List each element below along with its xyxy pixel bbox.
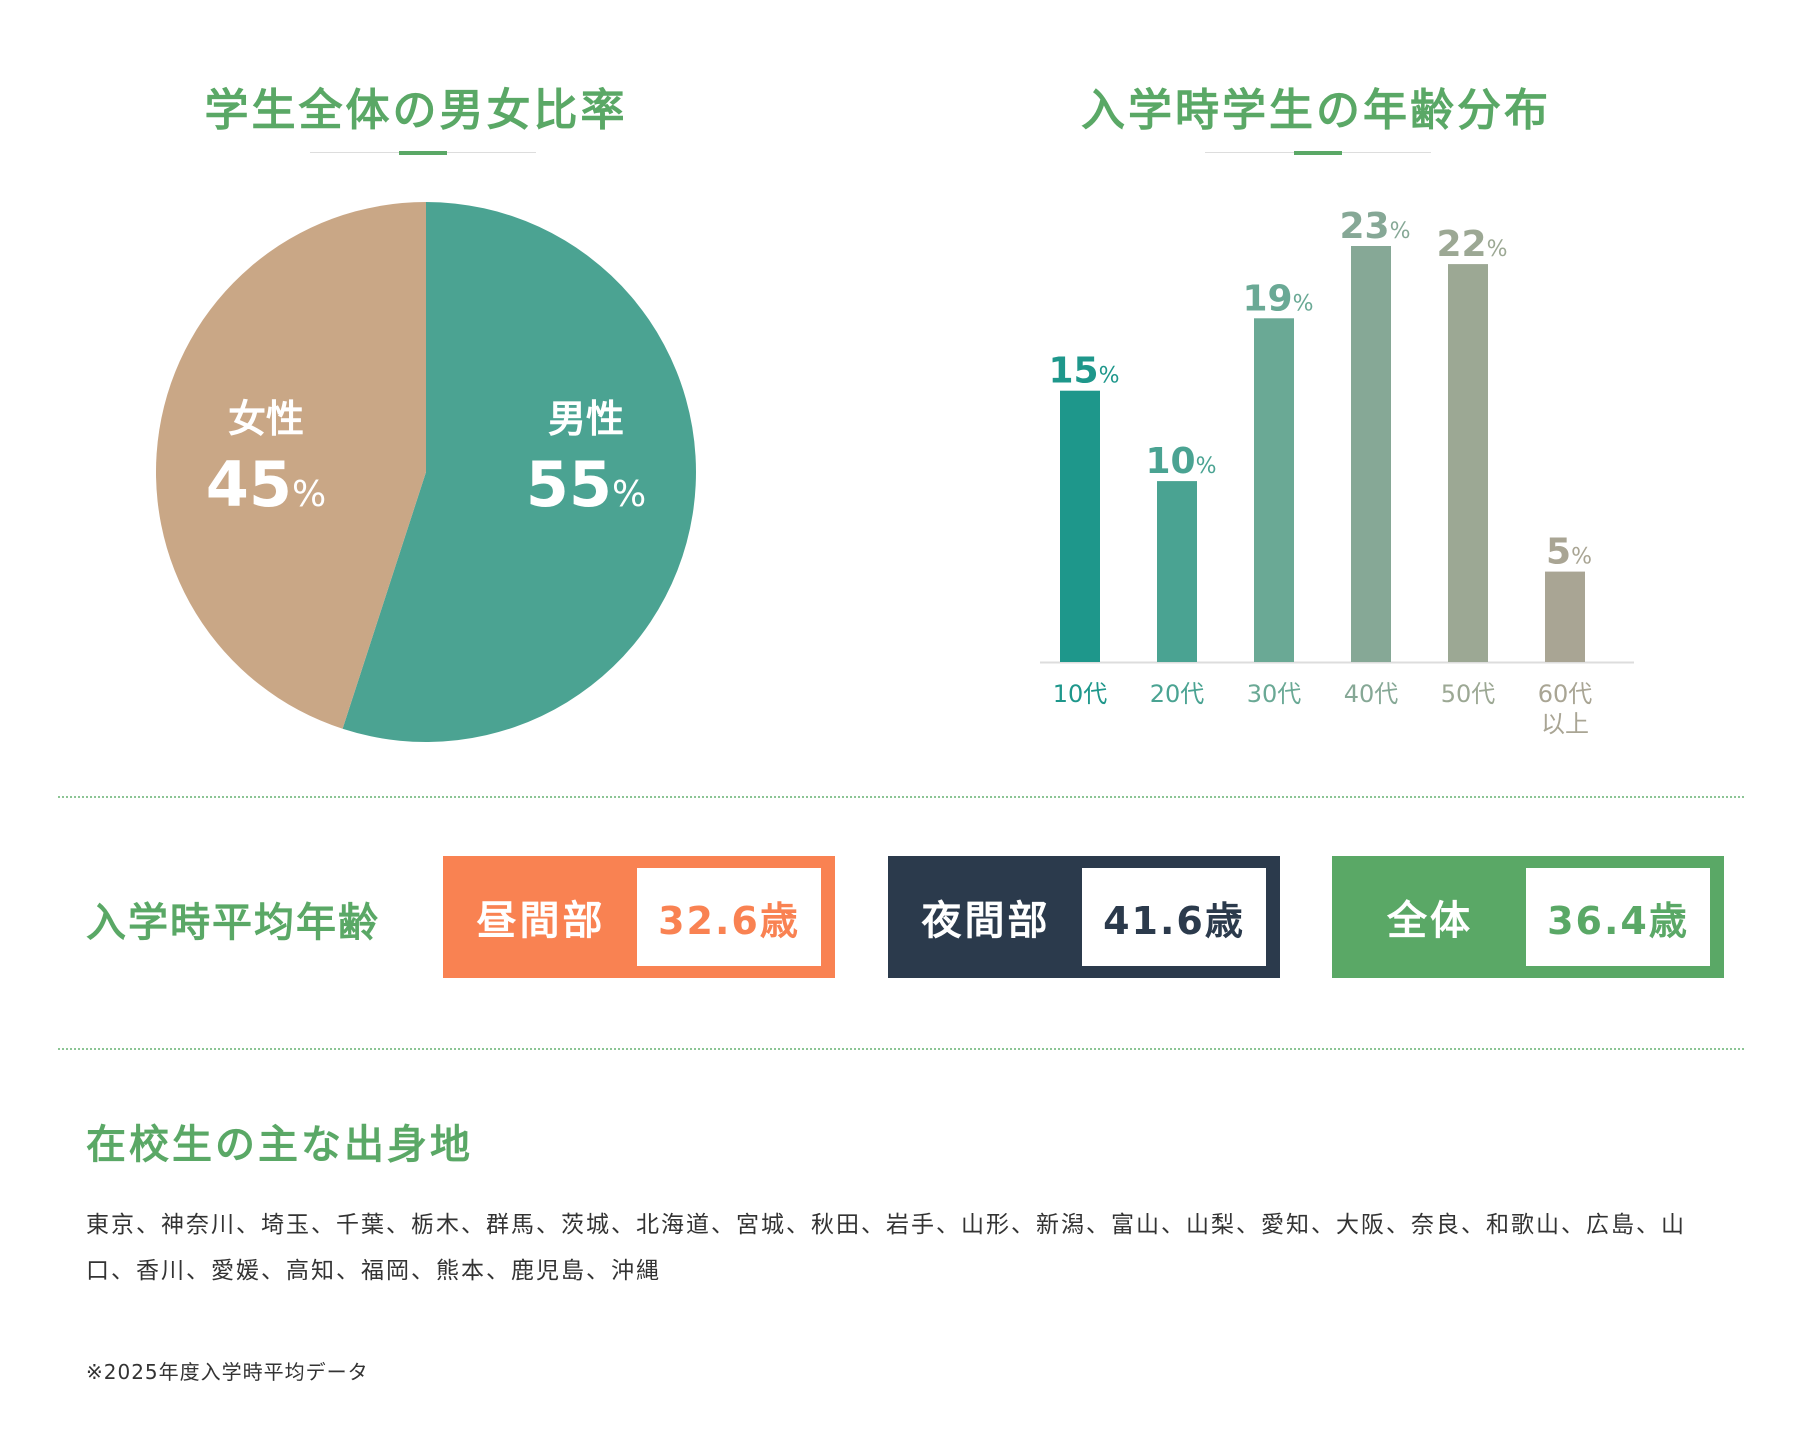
bar [1254, 318, 1294, 662]
bar [1448, 264, 1488, 662]
origins-list: 東京、神奈川、埼玉、千葉、栃木、群馬、茨城、北海道、宮城、秋田、岩手、山形、新潟… [86, 1212, 1686, 1284]
bar-value-label: 22% [1436, 224, 1507, 265]
gender-pie-chart: 男性 55% 女性 45% [155, 201, 696, 742]
average-age-heading: 入学時平均年齢 [86, 900, 380, 946]
bar-category-label: 60代以上 [1538, 680, 1593, 738]
bar-value-label: 10% [1145, 441, 1216, 482]
age-bar-chart: 15% 10代 10% 20代 19% 30代 23% 40代 22% 50代 5% 60代以上 [1040, 206, 1634, 738]
bar-value-label: 19% [1242, 278, 1313, 319]
bar-value-label: 23% [1339, 206, 1410, 247]
bar-category-label: 50代 [1441, 680, 1496, 708]
bar-title-underline [1205, 151, 1431, 155]
avg-label-day: 昼間部 [476, 898, 606, 944]
pie-slice [155, 201, 426, 729]
bar-category-label: 10代 [1053, 680, 1108, 708]
pie-slice [342, 202, 696, 742]
avg-box-total: 全体 36.4歳 [1332, 856, 1724, 978]
avg-box-day: 昼間部 32.6歳 [443, 856, 835, 978]
avg-box-night: 夜間部 41.6歳 [888, 856, 1280, 978]
avg-value-total: 36.4歳 [1526, 868, 1710, 966]
avg-label-night: 夜間部 [921, 898, 1051, 944]
data-note: ※2025年度入学時平均データ [86, 1360, 369, 1384]
avg-value-day: 32.6歳 [637, 868, 821, 966]
bar-value-label: 5% [1546, 532, 1592, 573]
bar-value-label: 15% [1048, 351, 1119, 392]
pie-slice-label: 女性 [228, 397, 304, 441]
pie-slice-value: 45% [206, 448, 327, 521]
bar [1157, 481, 1197, 662]
dotted-divider [58, 1048, 1744, 1050]
bar-category-label: 40代 [1344, 680, 1399, 708]
pie-slice-label: 男性 [548, 397, 624, 441]
dotted-divider [58, 796, 1744, 798]
pie-chart-title: 学生全体の男女比率 [204, 85, 628, 136]
bar [1060, 390, 1100, 662]
bar-category-label: 20代 [1150, 680, 1205, 708]
avg-label-total: 全体 [1387, 898, 1473, 944]
bar-chart-title: 入学時学生の年齢分布 [1081, 85, 1551, 136]
avg-value-night: 41.6歳 [1082, 868, 1266, 966]
pie-title-underline [310, 151, 536, 155]
pie-slice-value: 55% [526, 448, 647, 521]
bar-category-label: 30代 [1247, 680, 1302, 708]
origins-heading: 在校生の主な出身地 [86, 1122, 473, 1168]
bar [1351, 246, 1391, 662]
bar [1545, 571, 1585, 662]
